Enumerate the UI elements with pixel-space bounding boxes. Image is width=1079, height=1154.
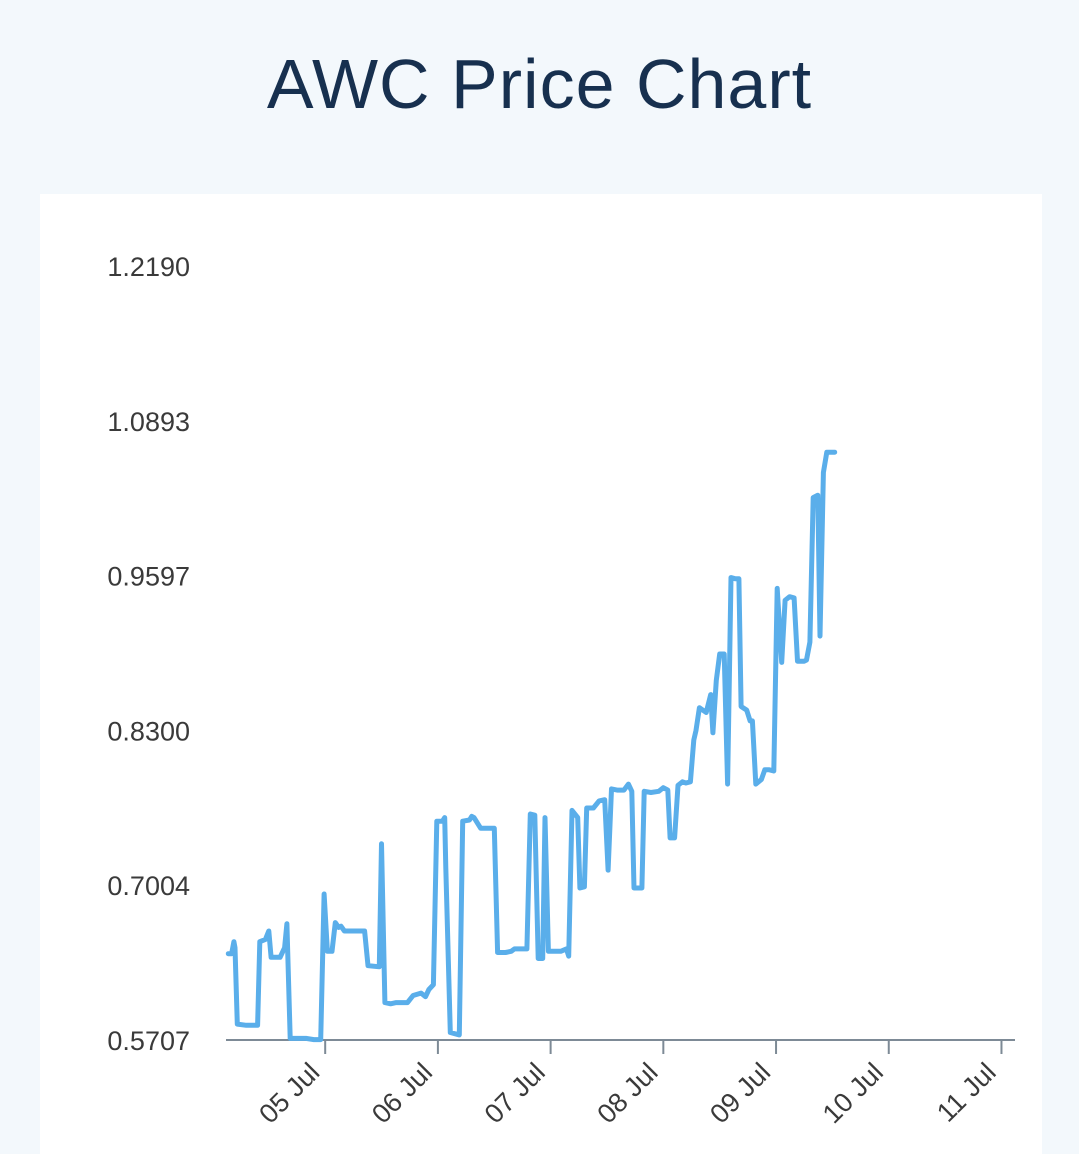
series-layer	[225, 449, 838, 1043]
page-title: AWC Price Chart	[266, 45, 813, 123]
x-tick-label: 07 Jul	[479, 1057, 551, 1129]
y-tick-label: 0.7004	[107, 871, 190, 901]
x-tick-label: 06 Jul	[366, 1057, 438, 1129]
x-tick-label: 05 Jul	[253, 1057, 325, 1129]
x-axis: 05 Jul 06 Jul 07 Jul 08 Jul 09 Jul 10 Jul 11 J…	[226, 1039, 1015, 1129]
chart-card: 1.2190 1.0893 0.9597 0.8300 0.7004 0.5707 05 …	[40, 194, 1042, 1154]
x-tick-label: 10 Jul	[817, 1057, 889, 1129]
price-series-line	[225, 449, 838, 1043]
y-tick-label: 0.8300	[107, 716, 190, 746]
line-chart: 1.2190 1.0893 0.9597 0.8300 0.7004 0.5707 05 …	[107, 252, 1015, 1129]
y-axis: 1.2190 1.0893 0.9597 0.8300 0.7004 0.5707	[107, 252, 190, 1056]
y-tick-label: 0.5707	[107, 1026, 190, 1056]
x-tick-label: 08 Jul	[591, 1057, 663, 1129]
y-tick-label: 0.9597	[107, 562, 190, 592]
x-tick-label: 11 Jul	[931, 1057, 1002, 1128]
x-tick-label: 09 Jul	[704, 1057, 776, 1129]
y-tick-label: 1.0893	[107, 407, 190, 437]
y-tick-label: 1.2190	[107, 252, 190, 282]
